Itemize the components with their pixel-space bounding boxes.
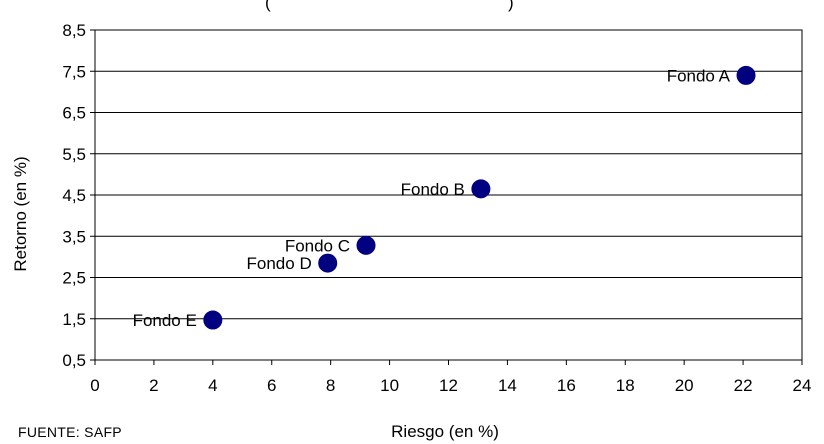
data-point (736, 65, 756, 85)
chart-title-open: ( (265, 0, 271, 12)
x-tick-label: 18 (616, 376, 635, 395)
x-tick-label: 16 (557, 376, 576, 395)
y-tick-label: 0,5 (62, 351, 86, 370)
x-tick-label: 20 (675, 376, 694, 395)
x-tick-label: 10 (380, 376, 399, 395)
x-tick-label: 22 (734, 376, 753, 395)
x-tick-label: 0 (90, 376, 99, 395)
x-axis-title: Riesgo (en %) (391, 422, 499, 441)
point-label: Fondo D (247, 254, 312, 273)
x-tick-label: 4 (208, 376, 217, 395)
data-point (203, 310, 223, 330)
data-point (356, 235, 376, 255)
point-label: Fondo C (285, 236, 350, 255)
y-tick-label: 1,5 (62, 310, 86, 329)
data-point (318, 253, 338, 273)
source-note: FUENTE: SAFP (18, 424, 122, 440)
x-axis: 0 2 4 6 8 10 12 14 16 18 20 22 24 (90, 360, 811, 395)
x-tick-label: 12 (439, 376, 458, 395)
point-label: Fondo E (133, 311, 197, 330)
y-tick-label: 4,5 (62, 186, 86, 205)
y-tick-label: 5,5 (62, 145, 86, 164)
y-tick-label: 3,5 (62, 227, 86, 246)
chart-title-close: ) (508, 0, 514, 12)
x-tick-label: 8 (326, 376, 335, 395)
data-point (471, 179, 491, 199)
y-tick-label: 6,5 (62, 104, 86, 123)
y-tick-label: 2,5 (62, 269, 86, 288)
x-tick-label: 6 (267, 376, 276, 395)
y-axis-title: Retorno (en %) (11, 156, 30, 271)
x-tick-label: 14 (498, 376, 517, 395)
x-tick-label: 2 (149, 376, 158, 395)
point-label: Fondo B (401, 180, 465, 199)
y-tick-label: 8,5 (62, 21, 86, 40)
point-label: Fondo A (667, 66, 731, 85)
x-tick-label: 24 (793, 376, 812, 395)
y-tick-label: 7,5 (62, 62, 86, 81)
y-axis: 0,5 1,5 2,5 3,5 4,5 5,5 6,5 7,5 8,5 (62, 21, 95, 370)
